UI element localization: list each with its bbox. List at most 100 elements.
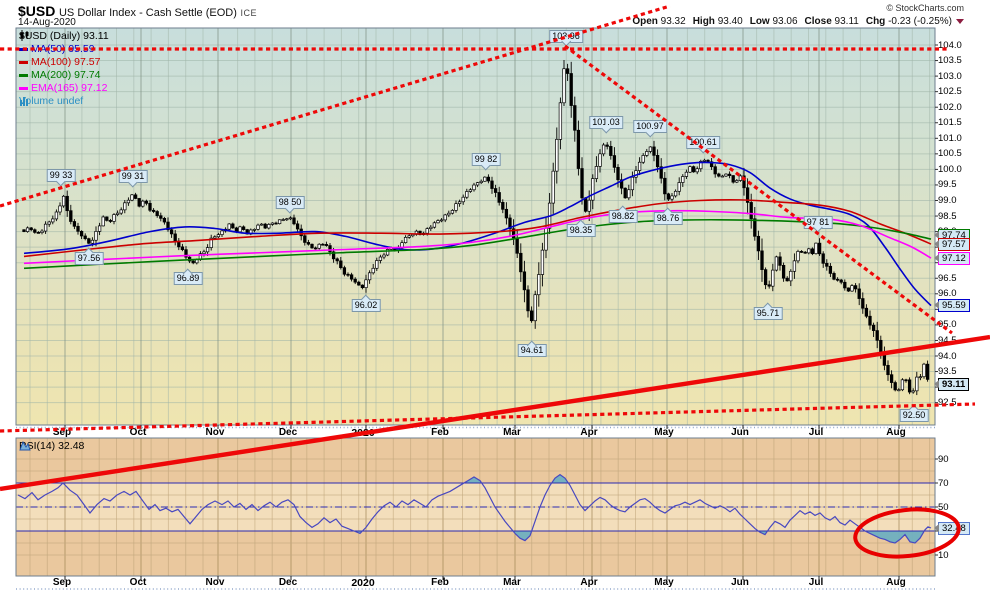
price-annotation: 97.81 xyxy=(803,215,833,233)
legend-row-symbol: $USD (Daily) 93.11 xyxy=(19,30,109,43)
price-annotation: 94.61 xyxy=(517,340,547,358)
annotation-pointer-up-icon xyxy=(663,207,673,218)
month-label-nov-rsi: Nov xyxy=(205,576,225,588)
annotation-pointer-up-icon xyxy=(183,268,193,279)
rsi-icon xyxy=(19,440,31,451)
exchange-label: ICE xyxy=(240,8,258,18)
annotation-pointer-up-icon xyxy=(84,247,94,258)
price-axis-label: 95.0 xyxy=(938,319,957,331)
line-swatch-icon xyxy=(19,73,28,77)
price-axis-label: 103.5 xyxy=(938,55,962,67)
legend-label: MA(200) 97.74 xyxy=(31,69,101,81)
month-label-mar-rsi: Mar xyxy=(503,576,521,588)
price-axis-label: 100.0 xyxy=(938,163,962,175)
price-annotation: 97.56 xyxy=(74,247,104,265)
month-label-jul: Jul xyxy=(808,426,824,438)
annotation-pointer-up-icon xyxy=(909,404,919,415)
price-axis-label: 99.5 xyxy=(938,179,957,191)
price-axis-label: 93.5 xyxy=(938,366,957,378)
legend-label: $USD (Daily) 93.11 xyxy=(19,30,109,42)
low-value: 93.06 xyxy=(772,16,798,27)
price-annotation: 99.31 xyxy=(118,169,148,188)
close-value: 93.11 xyxy=(834,16,859,27)
quote-bar: Open 93.32 High 93.40 Low 93.06 Close 93.11… xyxy=(625,16,964,27)
legend-label: MA(100) 97.57 xyxy=(31,56,101,68)
instrument-name: US Dollar Index - Cash Settle (EOD) xyxy=(58,7,237,19)
legend-row-volumeundef: Volume undef xyxy=(19,95,83,108)
price-axis-label: 103.0 xyxy=(938,70,962,82)
price-axis-label: 99.0 xyxy=(938,195,957,206)
price-axis-label: 94.0 xyxy=(938,350,957,362)
chart-date: 14-Aug-2020 xyxy=(18,17,76,28)
price-annotation: 99.82 xyxy=(471,153,501,171)
price-axis-label: 94.5 xyxy=(938,334,957,346)
open-label: Open xyxy=(632,16,658,27)
annotation-pointer-down-icon xyxy=(285,203,295,214)
price-annotation: 99.33 xyxy=(46,169,76,187)
price-axis-label: 101.0 xyxy=(938,132,962,144)
volume-bars-icon xyxy=(20,97,28,106)
month-label-apr-rsi: Apr xyxy=(580,576,598,588)
annotation-pointer-up-icon xyxy=(361,294,371,305)
price-axis-label: 96.5 xyxy=(938,272,957,284)
month-label-may-rsi: May xyxy=(654,576,674,588)
month-label-2020: 2020 xyxy=(351,426,375,439)
copyright: © StockCharts.com xyxy=(886,3,964,13)
month-label-nov: Nov xyxy=(205,426,225,438)
month-label-feb: Feb xyxy=(431,426,449,438)
annotation-pointer-down-icon xyxy=(481,160,491,171)
price-axis-label: 102.5 xyxy=(938,86,962,98)
price-annotation: 96.89 xyxy=(173,268,203,286)
annotation-pointer-up-icon xyxy=(763,302,773,313)
rsi-line xyxy=(17,473,932,544)
chg-down-icon xyxy=(956,19,964,24)
price-annotation: 98.76 xyxy=(653,207,683,225)
close-label: Close xyxy=(804,16,832,27)
month-label-2020-rsi: 2020 xyxy=(351,576,375,589)
annotation-pointer-down-icon xyxy=(561,37,571,47)
legend-row-ma: MA(200) 97.74 xyxy=(19,69,100,82)
month-label-aug-rsi: Aug xyxy=(886,576,906,588)
rsi-axis-label: 10 xyxy=(938,549,949,561)
price-axis-label: 104.0 xyxy=(938,39,962,51)
price-axis-label: 92.5 xyxy=(938,397,957,409)
price-annotation: 100.97 xyxy=(633,120,667,138)
value-tag-93.11: 93.11 xyxy=(933,377,970,391)
rsi-axis-label: 70 xyxy=(938,477,949,489)
month-label-jun: Jun xyxy=(731,426,749,438)
legend-row-ma: MA(100) 97.57 xyxy=(19,56,100,69)
price-annotation: 98.82 xyxy=(608,206,638,224)
price-annotation: 92.50 xyxy=(899,404,929,423)
legend-row-ema: EMA(165) 97.12 xyxy=(19,82,107,95)
annotation-pointer-down-icon xyxy=(813,222,823,233)
annotation-pointer-down-icon xyxy=(56,176,66,187)
annotation-pointer-down-icon xyxy=(698,143,708,153)
month-label-aug: Aug xyxy=(886,426,906,438)
price-annotation: 98.35 xyxy=(566,220,596,238)
value-tag-95.59: 95.59 xyxy=(934,298,970,312)
legend-label: EMA(165) 97.12 xyxy=(31,82,108,94)
price-annotation: 95.71 xyxy=(753,302,783,320)
legend-label: MA(50) 95.59 xyxy=(31,43,95,55)
price-axis-label: 102.0 xyxy=(938,101,962,113)
month-label-apr: Apr xyxy=(580,426,598,438)
chg-label: Chg xyxy=(865,16,886,27)
legend-row-ma: MA(50) 95.59 xyxy=(19,43,95,56)
month-label-mar: Mar xyxy=(503,426,521,438)
annotation-pointer-up-icon xyxy=(527,340,537,350)
price-annotation: 103.96 xyxy=(549,29,583,47)
annotation-pointer-up-icon xyxy=(618,206,628,216)
open-value: 93.32 xyxy=(660,16,686,27)
price-axis-label: 100.5 xyxy=(938,148,962,160)
low-label: Low xyxy=(749,16,770,27)
month-label-sep-rsi: Sep xyxy=(52,576,72,588)
month-label-may: May xyxy=(654,426,674,438)
value-tag-97.12: 97.12 xyxy=(934,251,970,265)
annotation-pointer-down-icon xyxy=(601,123,611,134)
price-annotation: 96.02 xyxy=(351,294,381,312)
chg-value: -0.23 (-0.25%) xyxy=(888,16,952,27)
value-tag-97.57: 97.57 xyxy=(934,237,970,251)
price-axis-label: 98.5 xyxy=(938,210,957,222)
rsi-axis-label: 50 xyxy=(938,501,949,513)
